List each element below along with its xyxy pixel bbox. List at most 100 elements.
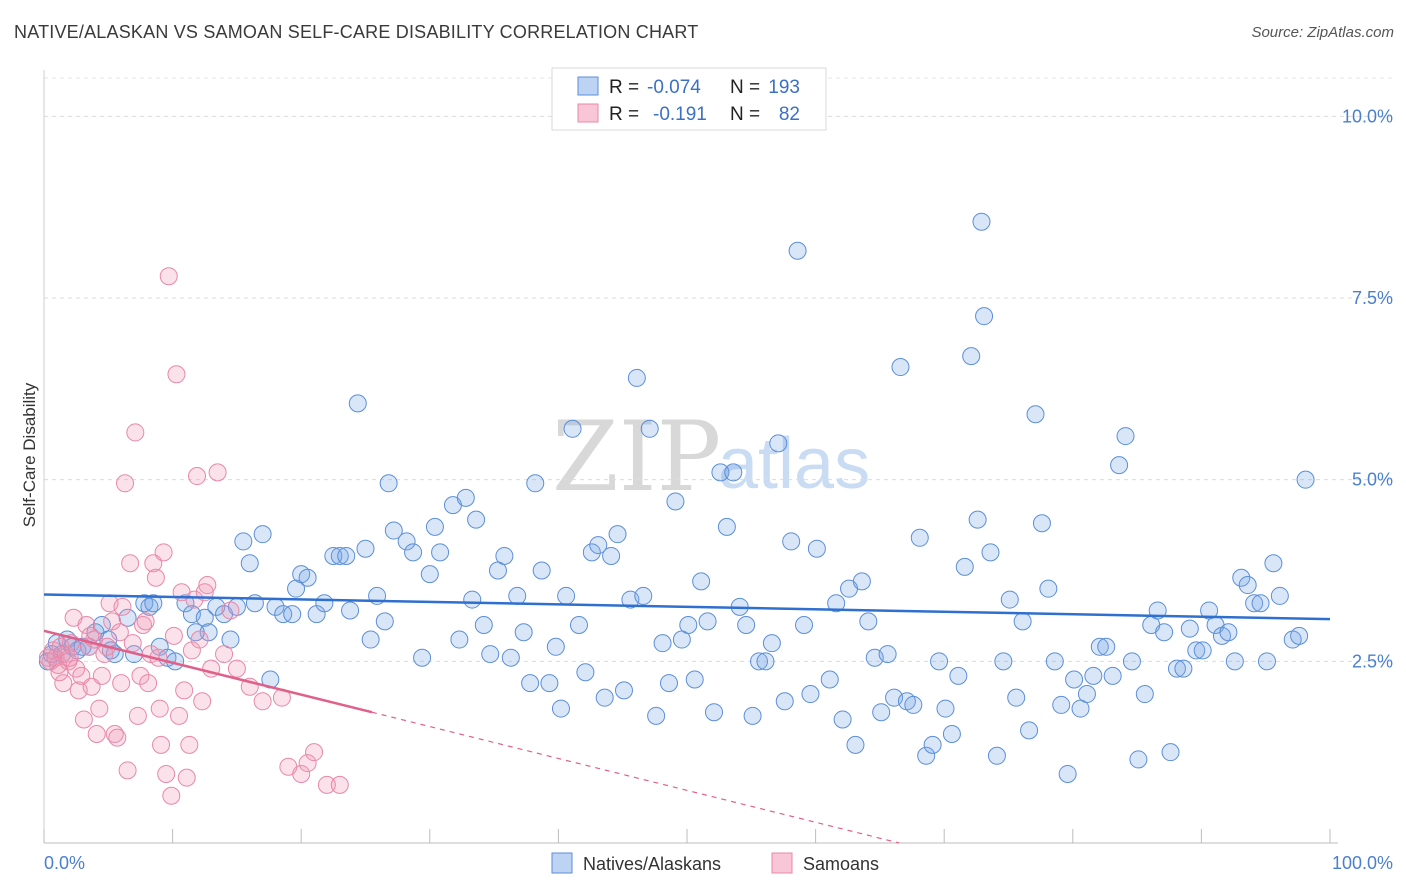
- point-samoan: [188, 467, 207, 486]
- point-native: [698, 612, 717, 631]
- point-native: [1084, 666, 1103, 685]
- point-native: [852, 572, 871, 591]
- point-native: [872, 703, 891, 722]
- point-native: [195, 608, 214, 627]
- point-samoan: [90, 699, 109, 718]
- point-native: [1219, 623, 1238, 642]
- point-samoan: [152, 735, 171, 754]
- point-native: [949, 666, 968, 685]
- point-native: [762, 634, 781, 653]
- point-native: [274, 605, 293, 624]
- point-samoan: [77, 616, 96, 634]
- point-native: [614, 681, 633, 700]
- point-native: [337, 546, 356, 565]
- point-samoan: [154, 543, 173, 562]
- point-native: [384, 521, 403, 540]
- legend-n-value-samoans: 82: [779, 104, 800, 125]
- point-native: [737, 616, 756, 634]
- point-native: [923, 735, 942, 754]
- point-native: [795, 616, 814, 634]
- trend-line-samoans: [43, 629, 373, 714]
- point-native: [627, 368, 646, 387]
- point-samoan: [253, 692, 272, 711]
- point-native: [711, 463, 730, 482]
- point-samoan: [198, 576, 217, 595]
- point-native: [724, 463, 743, 482]
- point-samoan: [121, 554, 140, 573]
- series-samoans-points: [38, 267, 349, 805]
- chart-title: NATIVE/ALASKAN VS SAMOAN SELF-CARE DISAB…: [14, 22, 699, 42]
- y-tick-label: 10.0%: [1342, 106, 1393, 126]
- point-samoan: [113, 597, 132, 616]
- point-native: [135, 594, 154, 613]
- point-native: [240, 554, 259, 573]
- point-native: [634, 586, 653, 605]
- point-native: [1045, 652, 1064, 671]
- point-native: [1296, 470, 1315, 489]
- point-samoan: [221, 601, 240, 620]
- point-native: [1174, 659, 1193, 678]
- point-samoan: [227, 659, 246, 678]
- point-native: [582, 543, 601, 562]
- point-native: [756, 652, 775, 671]
- point-native: [1155, 623, 1174, 642]
- point-native: [769, 434, 788, 453]
- trend-lines: [43, 593, 1331, 844]
- point-native: [361, 630, 380, 649]
- point-native: [878, 645, 897, 664]
- legend-r-value-natives: -0.074: [647, 77, 701, 98]
- point-samoan: [193, 692, 212, 711]
- point-native: [750, 652, 769, 671]
- point-native: [975, 307, 994, 326]
- point-samoan: [298, 754, 317, 773]
- point-samoan: [170, 706, 189, 725]
- trend-line-natives: [43, 593, 1331, 621]
- point-samoan: [136, 612, 155, 631]
- point-native: [348, 394, 367, 413]
- legend: R = -0.074 N = 193 R = -0.191 N = 82: [551, 67, 827, 131]
- source-credit: Source: ZipAtlas.com: [1251, 24, 1394, 41]
- point-native: [936, 699, 955, 718]
- point-native: [450, 630, 469, 649]
- point-native: [1245, 594, 1264, 613]
- point-native: [1290, 626, 1309, 645]
- point-samoan: [330, 775, 349, 794]
- point-native: [341, 601, 360, 620]
- point-native: [910, 528, 929, 547]
- series-natives-points: [38, 212, 1315, 783]
- point-native: [679, 616, 698, 634]
- point-native: [563, 419, 582, 438]
- y-tick-labels: 2.5% 5.0% 7.5% 10.0%: [1342, 106, 1393, 671]
- point-samoan: [112, 674, 131, 693]
- point-native: [521, 674, 540, 693]
- point-native: [1039, 579, 1058, 598]
- point-native: [705, 703, 724, 722]
- point-native: [930, 652, 949, 671]
- bottom-legend-samoans: Samoans: [803, 854, 879, 874]
- point-native: [1032, 514, 1051, 533]
- point-native: [508, 586, 527, 605]
- point-samoan: [131, 666, 150, 685]
- point-native: [782, 532, 801, 551]
- point-native: [463, 590, 482, 609]
- point-samoan: [180, 735, 199, 754]
- point-samoan: [126, 423, 145, 442]
- point-native: [413, 648, 432, 667]
- y-tick-label: 2.5%: [1352, 651, 1393, 671]
- point-samoan: [215, 645, 234, 664]
- point-native: [743, 706, 762, 725]
- legend-n-label-natives: N =: [730, 77, 760, 98]
- legend-n-value-natives: 193: [768, 77, 800, 98]
- point-native: [1103, 666, 1122, 685]
- point-native: [1257, 652, 1276, 671]
- point-native: [801, 685, 820, 704]
- point-native: [1251, 594, 1270, 613]
- point-native: [807, 539, 826, 558]
- point-native: [666, 492, 685, 511]
- point-native: [653, 634, 672, 653]
- point-samoan: [175, 681, 194, 700]
- point-samoan: [139, 674, 158, 693]
- x-tick-label-max: 100.0%: [1332, 853, 1393, 873]
- point-native: [1077, 685, 1096, 704]
- point-samoan: [157, 764, 176, 783]
